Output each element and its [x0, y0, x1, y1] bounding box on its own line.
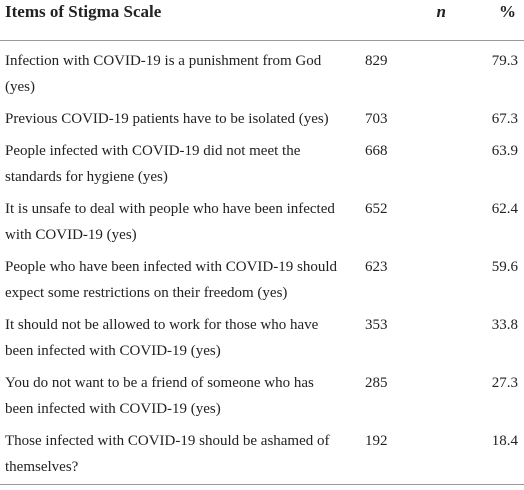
item-text: themselves?: [5, 459, 79, 475]
header-cell: Items of Stigma Scale: [0, 0, 360, 41]
percent-cell: 62.4: [491, 201, 518, 217]
item-cell: It should not be allowed to work for tho…: [0, 309, 360, 367]
item-cell: Infection with COVID-19 is a punishment …: [0, 41, 360, 104]
table-row: It should not be allowed to work for tho…: [0, 309, 524, 367]
item-text: (yes): [5, 79, 35, 95]
item-text: been infected with COVID-19 (yes): [5, 401, 221, 417]
item-text: Infection with COVID-19 is a punishment …: [5, 53, 322, 69]
n-cell: 285: [365, 375, 388, 391]
table-row: People infected with COVID-19 did not me…: [0, 135, 524, 193]
header-row: Items of Stigma Scale n %: [0, 0, 524, 41]
table-header: Items of Stigma Scale n %: [0, 0, 524, 41]
table-row: People who have been infected with COVID…: [0, 251, 524, 309]
n-cell: 623: [365, 259, 388, 275]
item-text: been infected with COVID-19 (yes): [5, 343, 221, 359]
n-cell: 829: [365, 53, 388, 69]
header-cell: %: [460, 0, 524, 41]
percent-cell: 67.3: [491, 111, 518, 127]
item-text: It should not be allowed to work for tho…: [5, 317, 319, 333]
item-cell: People infected with COVID-19 did not me…: [0, 135, 360, 193]
item-text: standards for hygiene (yes): [5, 169, 168, 185]
n-cell: 652: [365, 201, 388, 217]
item-text: People infected with COVID-19 did not me…: [5, 143, 301, 159]
percent-cell: 18.4: [460, 425, 524, 485]
n-cell: 192: [360, 425, 460, 485]
item-cell: You do not want to be a friend of someon…: [0, 367, 360, 425]
table-row: Previous COVID-19 patients have to be is…: [0, 103, 524, 135]
table-row: Those infected with COVID-19 should be a…: [0, 425, 524, 485]
item-text: with COVID-19 (yes): [5, 227, 137, 243]
n-cell: 668: [365, 143, 388, 159]
table-row: You do not want to be a friend of someon…: [0, 367, 524, 425]
header-cell: n: [360, 0, 460, 41]
table-row: It is unsafe to deal with people who hav…: [0, 193, 524, 251]
percent-cell: 33.8: [491, 317, 518, 333]
percent-cell: 27.3: [491, 375, 518, 391]
item-text: expect some restrictions on their freedo…: [5, 285, 288, 301]
item-text: People who have been infected with COVID…: [5, 259, 338, 275]
item-text: It is unsafe to deal with people who hav…: [5, 201, 335, 217]
item-cell: It is unsafe to deal with people who hav…: [0, 193, 360, 251]
item-cell: People who have been infected with COVID…: [0, 251, 360, 309]
item-text: Previous COVID-19 patients have to be is…: [5, 111, 329, 127]
n-cell: 353: [365, 317, 388, 333]
percent-cell: 79.3: [491, 53, 518, 69]
table-row: Infection with COVID-19 is a punishment …: [0, 41, 524, 104]
percent-cell: 59.6: [491, 259, 518, 275]
percent-cell: 63.9: [491, 143, 518, 159]
item-text: Those infected with COVID-19 should be a…: [5, 433, 330, 449]
n-cell: 703: [365, 111, 388, 127]
item-text: You do not want to be a friend of someon…: [5, 375, 314, 391]
table-body: Infection with COVID-19 is a punishment …: [0, 41, 524, 485]
item-cell: Previous COVID-19 patients have to be is…: [0, 103, 360, 135]
item-cell: Those infected with COVID-19 should be a…: [0, 425, 360, 485]
